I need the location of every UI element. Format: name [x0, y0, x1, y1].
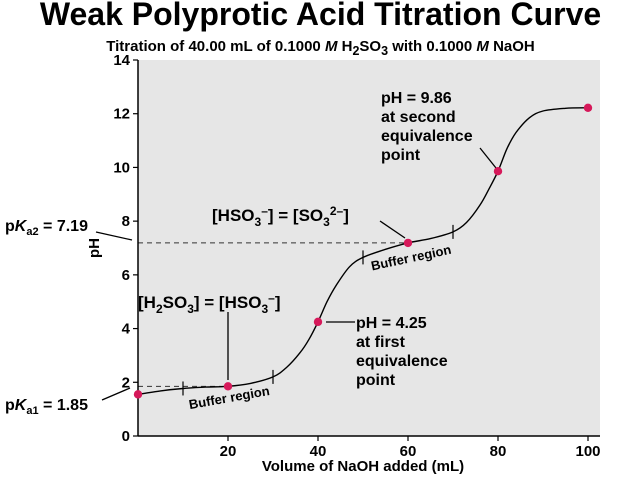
x-tick-label: 80 — [490, 443, 507, 460]
subtitle-molar-1: M — [324, 38, 338, 55]
eq1-s2: 3 — [187, 302, 194, 316]
subtitle-post: NaOH — [488, 38, 535, 55]
y-tick-label: 10 — [113, 159, 130, 176]
chart-title: Weak Polyprotic Acid Titration Curve — [39, 0, 602, 32]
y-tick-label: 6 — [122, 267, 130, 284]
axes — [137, 60, 600, 437]
subtitle-mid2: SO — [359, 38, 382, 55]
subtitle-sub-3: 3 — [381, 44, 389, 58]
equivalence-point-marker — [223, 382, 233, 391]
x-tick-label: 60 — [400, 443, 417, 460]
pka1-value: = 1.85 — [39, 397, 88, 414]
first-eq-line: at first — [356, 334, 406, 351]
subtitle-mid: H — [337, 38, 353, 55]
pka1-sub: a1 — [26, 405, 38, 417]
subtitle-pre: Titration of 40.00 mL of 0.1000 — [106, 38, 325, 55]
equivalence-point-marker — [313, 317, 323, 327]
eq1-s1: 2 — [156, 302, 163, 316]
equivalence-point-marker — [403, 238, 413, 248]
x-tick-label: 40 — [310, 443, 327, 460]
leader-lines — [95, 147, 497, 401]
pka2-p: p — [5, 218, 15, 235]
subtitle-molar-2: M — [476, 38, 489, 55]
buffer-ticks — [182, 224, 454, 396]
eq1-t2: ] = [HSO — [194, 293, 262, 312]
pka1-label: pKa1 = 1.85 — [5, 397, 88, 417]
pka1-k: K — [15, 397, 28, 414]
second-eq-line: point — [381, 147, 421, 164]
eq1-t1: SO — [163, 293, 188, 312]
eq2-t1: [HSO — [212, 206, 255, 225]
y-tick-label: 14 — [113, 52, 130, 69]
eq1-t0: [H — [138, 293, 156, 312]
first-eq-line: equivalence — [356, 353, 448, 370]
highlight-points — [133, 103, 593, 399]
y-tick-label: 12 — [113, 106, 130, 123]
second-eq-line: at second — [381, 109, 456, 126]
subtitle-mid3: with 0.1000 — [388, 38, 477, 55]
eq2-sup2: 2– — [330, 204, 344, 218]
pka2-k: K — [15, 218, 28, 235]
x-tick-label: 100 — [575, 443, 600, 460]
y-tick-label: 8 — [122, 213, 130, 230]
x-tick-label: 20 — [220, 443, 237, 460]
pka2-label: pKa2 = 7.19 — [5, 218, 88, 238]
eq1-s3: 3 — [261, 302, 268, 316]
second-eq-line: pH = 9.86 — [381, 90, 452, 107]
eq2-s2: 3 — [323, 215, 330, 229]
eq2-t2: ] = [SO — [268, 206, 323, 225]
pka2-sub: a2 — [26, 226, 38, 238]
hso3-so3-equality-label: [HSO3–] = [SO32–] — [212, 204, 349, 229]
second-equivalence-label: pH = 9.86 at second equivalence point — [381, 90, 473, 164]
pka2-value: = 7.19 — [39, 218, 88, 235]
first-eq-line: point — [356, 372, 396, 389]
tick-labels: 0 2 4 6 8 10 12 14 20 40 60 80 100 — [113, 52, 600, 460]
chart-subtitle: Titration of 40.00 mL of 0.1000 M H2SO3 … — [0, 38, 641, 58]
y-tick-label: 2 — [122, 374, 130, 391]
y-tick-label: 0 — [122, 428, 130, 445]
equivalence-point-marker — [133, 390, 143, 399]
h2so3-hso3-equality-label: [H2SO3] = [HSO3–] — [138, 291, 280, 316]
equivalence-point-marker — [583, 103, 593, 113]
eq2-t3: ] — [343, 206, 349, 225]
hso3-leader — [379, 220, 406, 239]
pka2-leader — [95, 231, 133, 241]
eq1-sup1: – — [268, 291, 275, 305]
subtitle-sub-2: 2 — [352, 44, 360, 58]
eq2-sup1: – — [261, 204, 268, 218]
first-equivalence-label: pH = 4.25 at first equivalence point — [356, 315, 448, 389]
equivalence-point-marker — [493, 166, 503, 176]
y-axis-label: pH — [86, 238, 103, 258]
first-eq-line: pH = 4.25 — [356, 315, 427, 332]
pka1-leader — [101, 387, 131, 401]
second-eq-leader — [479, 147, 497, 169]
plot-area — [138, 60, 600, 436]
y-tick-label: 4 — [122, 321, 131, 338]
pka1-p: p — [5, 397, 15, 414]
second-eq-line: equivalence — [381, 128, 473, 145]
x-axis-label: Volume of NaOH added (mL) — [262, 458, 464, 475]
eq1-t3: ] — [275, 293, 281, 312]
eq2-s1: 3 — [255, 215, 262, 229]
